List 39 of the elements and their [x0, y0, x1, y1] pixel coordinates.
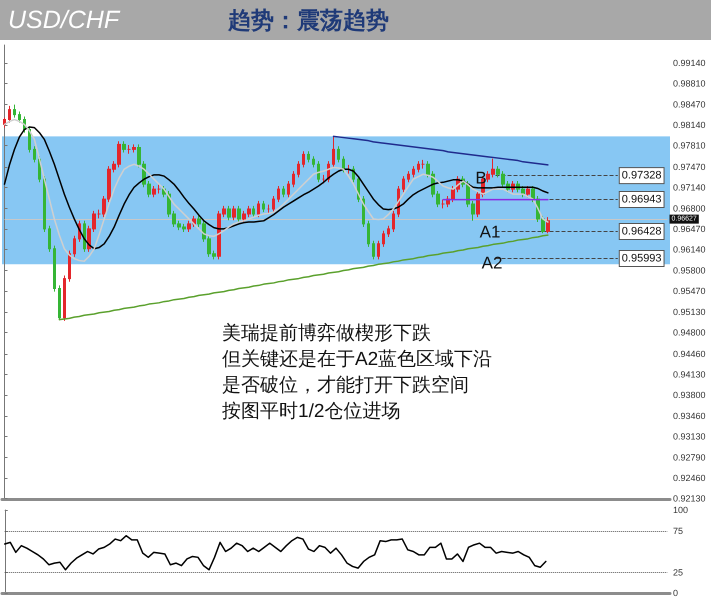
y-tick-label: 0.97810 — [673, 140, 706, 151]
y-tick-label: 0.94800 — [673, 328, 706, 338]
annotation: 但关键还是在于A2蓝色区域下沿 — [222, 349, 492, 370]
y-tick-label: 0.93130 — [673, 431, 706, 442]
y-tick-label: 0.94130 — [673, 369, 706, 380]
y-tick-label: 100 — [673, 505, 688, 515]
y-tick-label: 0.93460 — [673, 410, 706, 421]
y-tick-label: 0.92460 — [673, 473, 706, 483]
ref-line-label: 0.96428 — [622, 225, 662, 238]
y-tick-label: 0.96140 — [673, 244, 706, 254]
y-tick-label: 0.96470 — [673, 224, 706, 234]
ref-line-label: 0.95993 — [622, 252, 662, 265]
annotation: A1 — [480, 222, 500, 242]
y-tick-label: 0.95800 — [673, 266, 706, 276]
chart-title: USD/CHF — [8, 6, 120, 35]
y-tick-label: 0.93800 — [673, 390, 706, 400]
y-tick-label: 0.96800 — [673, 203, 706, 214]
y-tick-label: 75 — [673, 526, 684, 536]
annotation: 是否破位，才能打开下跌空间 — [222, 374, 469, 396]
annotation: 美瑞提前博弈做楔形下跌 — [222, 322, 431, 344]
y-tick-label: 0.99140 — [673, 58, 706, 68]
y-tick-label: 0.92130 — [673, 494, 706, 504]
annotation: A2 — [482, 254, 502, 272]
ref-line-label: 0.96943 — [622, 194, 662, 206]
y-tick-label: 0.97470 — [673, 162, 706, 172]
ref-line-label: 0.97328 — [622, 170, 662, 182]
y-tick-label: 25 — [673, 567, 684, 578]
y-tick-label: 0.98140 — [673, 120, 706, 130]
y-tick-label: 0.94460 — [673, 348, 706, 359]
y-tick-label: 0.92790 — [673, 452, 706, 462]
y-tick-label: 0.98470 — [673, 100, 706, 110]
y-tick-label: 0.97140 — [673, 182, 706, 192]
y-tick-label: 0 — [673, 588, 678, 598]
annotation: B — [475, 168, 487, 188]
y-tick-label: 0.95130 — [673, 307, 706, 318]
chart-subtitle: 趋势：震荡趋势 — [228, 6, 389, 35]
y-tick-label: 0.95470 — [673, 286, 706, 296]
annotation: 按图平时1/2仓位进场 — [222, 401, 400, 422]
y-tick-label: 0.98810 — [673, 78, 706, 89]
